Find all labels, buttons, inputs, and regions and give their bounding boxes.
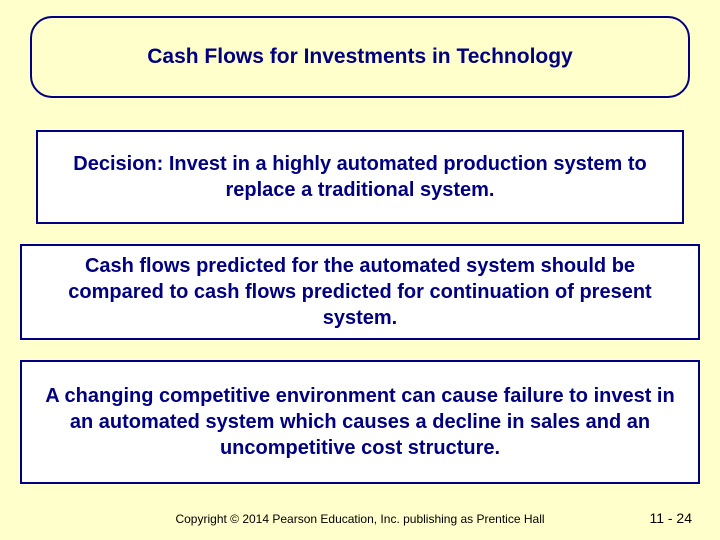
slide-title: Cash Flows for Investments in Technology <box>147 45 573 69</box>
content-box-comparison: Cash flows predicted for the automated s… <box>20 244 700 340</box>
title-box: Cash Flows for Investments in Technology <box>30 16 690 98</box>
content-text-3: A changing competitive environment can c… <box>40 383 680 461</box>
footer-copyright: Copyright © 2014 Pearson Education, Inc.… <box>0 512 720 526</box>
content-text-1: Decision: Invest in a highly automated p… <box>56 151 664 203</box>
footer-page-number: 11 - 24 <box>649 510 692 526</box>
content-box-environment: A changing competitive environment can c… <box>20 360 700 484</box>
content-text-2: Cash flows predicted for the automated s… <box>40 253 680 331</box>
content-box-decision: Decision: Invest in a highly automated p… <box>36 130 684 224</box>
